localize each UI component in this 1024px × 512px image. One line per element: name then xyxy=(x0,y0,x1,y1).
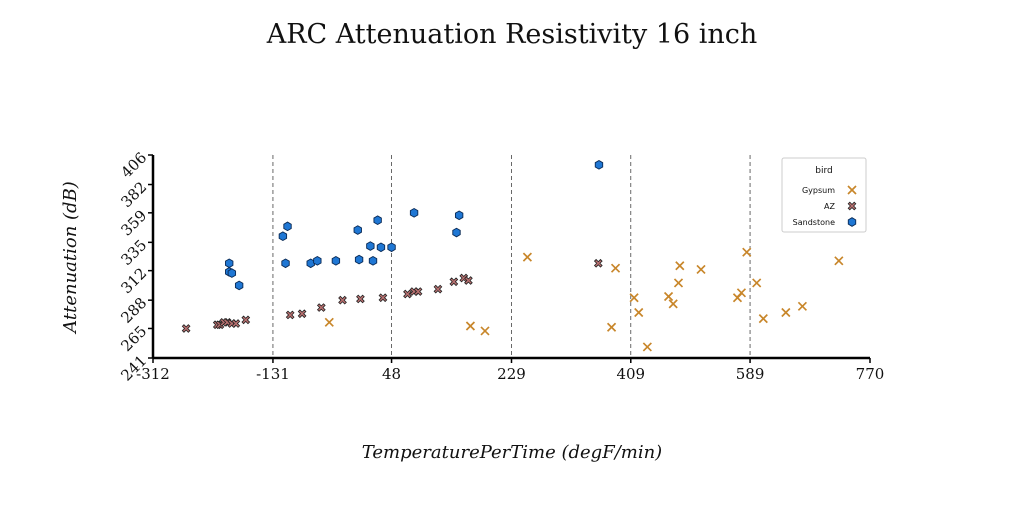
x-tick-label-0: -312 xyxy=(136,365,170,383)
gypsum-point-21 xyxy=(834,256,844,266)
az-point-17 xyxy=(433,284,443,294)
gypsum-point-16 xyxy=(742,247,752,257)
y-tick-label-7: 406 xyxy=(117,149,150,182)
sandstone-point-4 xyxy=(278,231,288,242)
sandstone-point-16 xyxy=(387,242,396,253)
sandstone-point-12 xyxy=(366,241,375,251)
legend-marker-sandstone xyxy=(847,217,857,227)
legend-label-az: AZ xyxy=(824,202,835,211)
legend-label-gypsum: Gypsum xyxy=(802,186,835,195)
sandstone-point-14 xyxy=(373,215,382,226)
gypsum-point-18 xyxy=(758,314,768,324)
gypsum-point-7 xyxy=(634,307,644,318)
az-point-9 xyxy=(297,309,307,319)
legend-label-sandstone: Sandstone xyxy=(793,218,835,227)
sandstone-point-5 xyxy=(281,258,290,269)
sandstone-point-13 xyxy=(368,255,378,266)
gypsum-point-11 xyxy=(673,278,684,288)
x-tick-label-3: 229 xyxy=(497,365,526,383)
az-point-18 xyxy=(449,277,459,287)
x-tick-label-5: 589 xyxy=(736,365,765,383)
data-points xyxy=(181,160,844,352)
x-tick-label-6: 770 xyxy=(856,365,885,383)
legend-items: Gypsum AZ Sandstone xyxy=(793,185,857,227)
az-point-0 xyxy=(181,324,191,333)
az-point-21 xyxy=(593,258,603,268)
az-point-10 xyxy=(316,303,326,312)
sandstone-point-6 xyxy=(283,221,292,232)
gypsum-point-1 xyxy=(465,321,476,331)
sandstone-point-9 xyxy=(331,255,341,266)
az-point-20 xyxy=(464,276,473,285)
gypsum-point-13 xyxy=(696,264,706,275)
az-point-12 xyxy=(356,294,365,304)
az-point-14 xyxy=(403,289,412,299)
sandstone-point-8 xyxy=(313,255,322,266)
gypsum-point-10 xyxy=(668,299,678,309)
sandstone-point-20 xyxy=(594,160,604,170)
gypsum-point-9 xyxy=(663,291,674,302)
gypsum-point-15 xyxy=(736,288,747,298)
y-tick-label-1: 265 xyxy=(117,322,150,355)
az-point-16 xyxy=(413,287,423,296)
sandstone-point-15 xyxy=(376,242,386,253)
sandstone-point-11 xyxy=(354,254,364,265)
legend-box xyxy=(781,157,867,233)
y-axis-label: Attenuation (dB) xyxy=(60,181,81,335)
az-point-6 xyxy=(231,319,241,328)
gypsum-point-19 xyxy=(781,307,791,318)
y-tick-label-2: 288 xyxy=(117,294,150,327)
sandstone-point-2 xyxy=(227,268,237,278)
x-tick-label-2: 48 xyxy=(382,365,401,383)
sandstone-point-10 xyxy=(353,225,362,235)
gypsum-point-17 xyxy=(752,278,762,288)
legend-title: bird xyxy=(815,166,832,176)
gypsum-point-3 xyxy=(522,252,533,262)
gypsum-point-6 xyxy=(629,293,639,303)
tick-labels: -312 -131 48 229 409 589 770241265288312335359… xyxy=(117,149,884,385)
az-point-7 xyxy=(241,315,251,325)
y-tick-label-3: 312 xyxy=(117,264,150,297)
x-axis-label: TemperaturePerTime (degF/min) xyxy=(362,442,662,463)
grid-lines xyxy=(272,155,751,358)
legend-marker-gypsum xyxy=(847,185,857,195)
sandstone-point-18 xyxy=(452,227,461,238)
gypsum-point-0 xyxy=(324,317,334,327)
az-point-11 xyxy=(338,295,347,305)
gypsum-point-2 xyxy=(480,326,490,336)
x-tick-label-4: 409 xyxy=(616,365,645,383)
sandstone-point-17 xyxy=(409,208,419,218)
az-point-8 xyxy=(285,310,295,320)
sandstone-point-19 xyxy=(454,210,464,221)
chart-title: ARC Attenuation Resistivity 16 inch xyxy=(266,19,758,50)
y-tick-label-4: 335 xyxy=(117,236,150,269)
gypsum-point-20 xyxy=(797,301,808,311)
sandstone-point-3 xyxy=(234,280,244,291)
gypsum-point-8 xyxy=(642,342,652,352)
legend: bird Gypsum AZ Sandstone xyxy=(781,157,867,233)
y-tick-label-5: 359 xyxy=(117,206,150,239)
y-tick-label-6: 382 xyxy=(117,178,150,211)
az-point-13 xyxy=(378,293,388,303)
gypsum-point-4 xyxy=(610,263,621,273)
gypsum-point-5 xyxy=(606,322,617,332)
legend-marker-az xyxy=(847,201,857,211)
x-tick-label-1: -131 xyxy=(256,365,290,383)
gypsum-point-12 xyxy=(675,261,685,271)
sandstone-point-0 xyxy=(225,258,234,269)
